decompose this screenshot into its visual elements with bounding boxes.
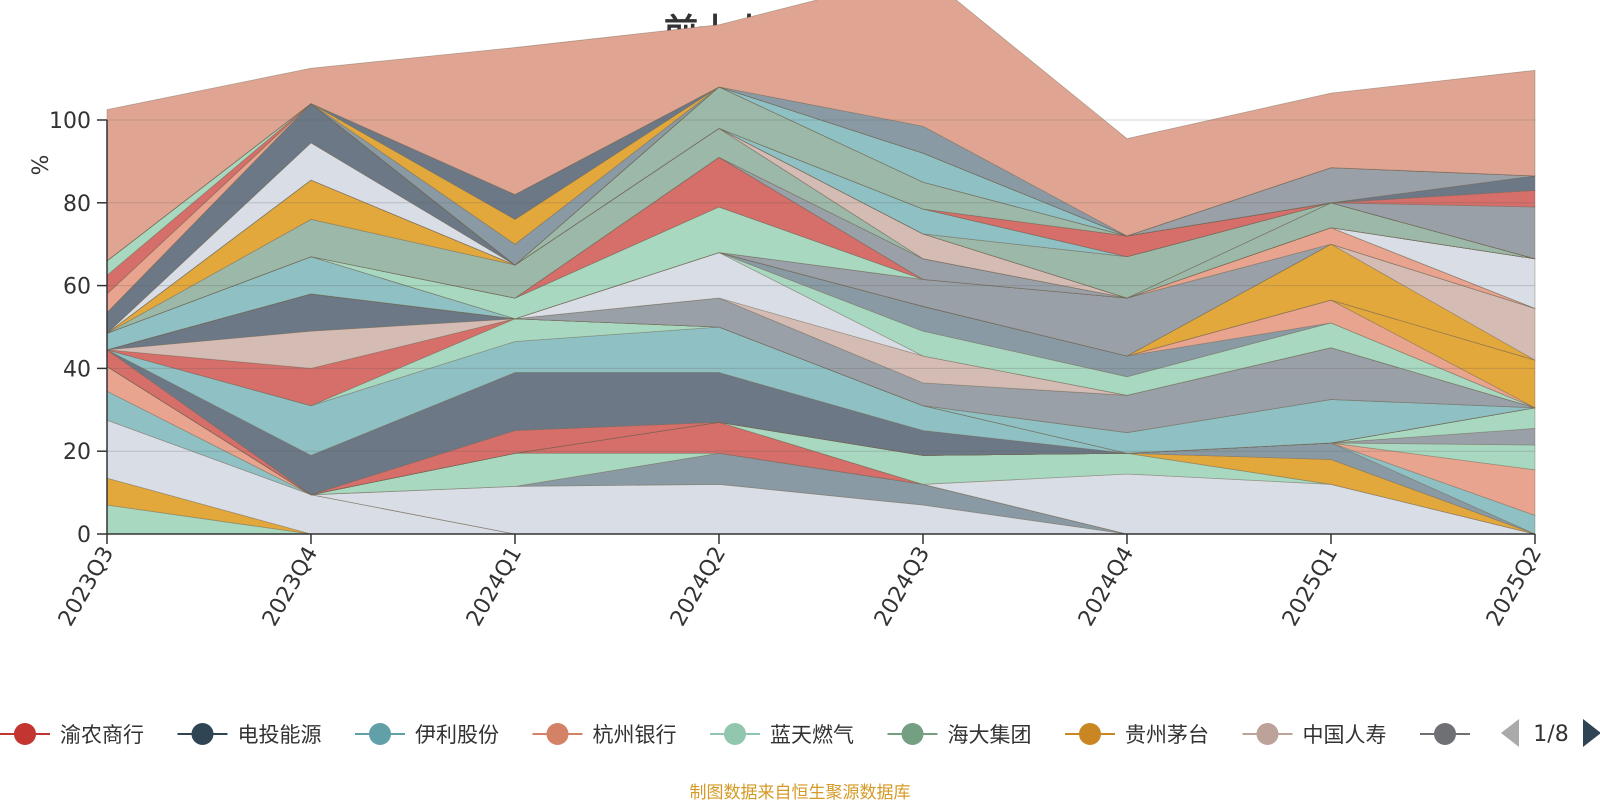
legend-marker-icon: [14, 723, 36, 745]
legend-item[interactable]: 电投能源: [177, 723, 322, 747]
legend-item[interactable]: 渝农商行: [0, 723, 144, 747]
legend-marker-icon: [901, 723, 924, 745]
x-tick-label: 2025Q2: [1482, 543, 1547, 631]
y-axis-unit-label: %: [29, 155, 54, 176]
series-layer: [106, 0, 1536, 535]
legend-prev-page-icon[interactable]: [1501, 719, 1519, 747]
y-tick-label: 100: [49, 109, 91, 134]
data-source-note: 制图数据来自恒生聚源数据库: [689, 783, 911, 803]
legend-label: 电投能源: [238, 723, 322, 747]
x-tick-label: 2025Q1: [1278, 543, 1343, 631]
legend: 渝农商行 电投能源 伊利股份 杭州银行 蓝天燃气 海大集团 贵州茅台 中国人寿 中: [0, 723, 1501, 747]
legend-item[interactable]: 中国人寿: [1242, 723, 1387, 747]
x-tick-label: 2024Q3: [870, 543, 935, 631]
area-series-9: [106, 365, 1535, 535]
x-tick-label: 2024Q2: [666, 543, 731, 631]
legend-item[interactable]: 中: [1420, 723, 1501, 747]
legend-item[interactable]: 伊利股份: [355, 723, 499, 747]
legend-page-indicator: 1/8: [1533, 722, 1568, 747]
y-tick-label: 20: [63, 440, 91, 465]
legend-next-page-icon[interactable]: [1583, 719, 1600, 747]
legend-label: 中国人寿: [1303, 723, 1387, 747]
area-series-37: [106, 243, 1536, 361]
area-series-71: [106, 0, 1536, 262]
y-tick-label: 40: [63, 357, 91, 382]
legend-marker-icon: [1256, 723, 1279, 745]
legend-marker-icon: [1079, 723, 1101, 745]
legend-label: 伊利股份: [415, 723, 499, 747]
legend-marker-icon: [369, 723, 391, 745]
x-tick-label: 2023Q4: [258, 543, 323, 631]
legend-label: 中: [1480, 723, 1501, 747]
legend-item[interactable]: 杭州银行: [532, 723, 677, 747]
legend-label: 渝农商行: [60, 723, 144, 747]
y-tick-label: 80: [63, 192, 91, 217]
y-tick-label: 60: [63, 275, 91, 300]
x-tick-label: 2024Q4: [1074, 543, 1139, 631]
x-tick-label: 2024Q1: [462, 543, 527, 631]
legend-item[interactable]: 蓝天燃气: [710, 723, 854, 747]
legend-marker-icon: [546, 723, 569, 745]
legend-pager: 1/8: [1501, 719, 1600, 747]
legend-label: 杭州银行: [593, 723, 677, 747]
legend-marker-icon: [1434, 723, 1456, 745]
y-tick-label: 0: [77, 523, 91, 548]
legend-item[interactable]: 海大集团: [887, 723, 1032, 747]
legend-item[interactable]: 贵州茅台: [1065, 723, 1209, 747]
x-tick-label: 2023Q3: [54, 543, 119, 631]
legend-label: 蓝天燃气: [770, 723, 854, 747]
legend-label: 贵州茅台: [1125, 723, 1209, 747]
legend-label: 海大集团: [948, 723, 1032, 747]
legend-marker-icon: [724, 723, 746, 745]
legend-marker-icon: [191, 723, 214, 745]
area-series-34: [106, 252, 1536, 409]
